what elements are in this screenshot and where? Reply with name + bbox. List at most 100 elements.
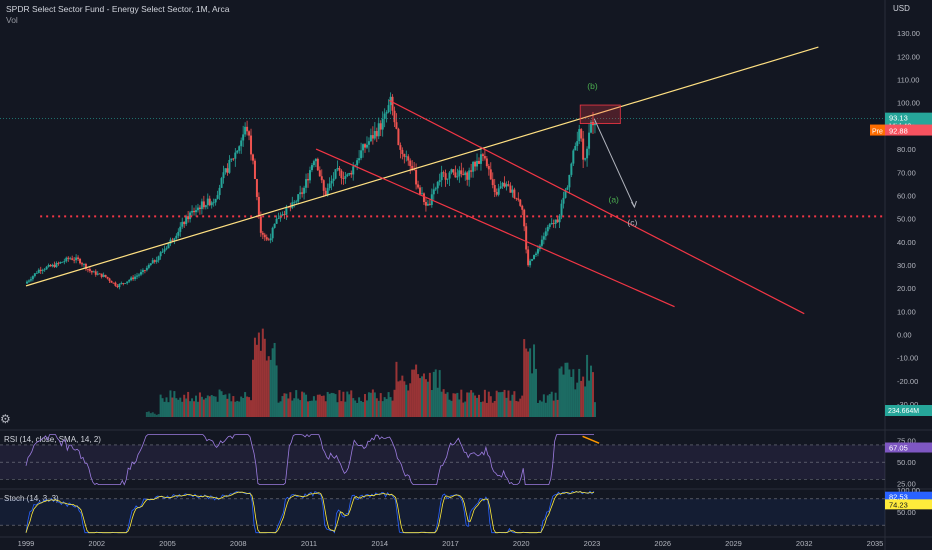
svg-text:82.53: 82.53 bbox=[889, 493, 908, 502]
stoch-d-line bbox=[25, 491, 595, 534]
volume-bar bbox=[259, 350, 262, 417]
candle bbox=[509, 185, 512, 193]
volume-bar bbox=[509, 400, 512, 417]
volume-bar bbox=[295, 390, 298, 417]
price-tick-label: 120.00 bbox=[897, 52, 920, 61]
volume-bar bbox=[481, 401, 484, 417]
volume-bar bbox=[564, 362, 567, 417]
candle bbox=[405, 156, 408, 158]
candle bbox=[570, 163, 573, 175]
candle bbox=[90, 270, 93, 273]
rsi-label[interactable]: RSI (14, close, SMA, 14, 2) bbox=[4, 435, 101, 444]
price-tick-label: 10.00 bbox=[897, 307, 916, 316]
candle bbox=[362, 144, 365, 151]
volume-bar bbox=[442, 389, 445, 417]
volume-bar bbox=[472, 392, 475, 417]
volume-bar bbox=[499, 392, 502, 417]
candle bbox=[43, 269, 46, 271]
candle bbox=[464, 172, 467, 176]
candle bbox=[505, 184, 508, 187]
volume-bar bbox=[381, 401, 384, 417]
candle bbox=[236, 150, 239, 153]
settings-icon[interactable]: ⚙ bbox=[0, 412, 11, 426]
projection-arrow bbox=[593, 118, 635, 208]
volume-bar bbox=[503, 389, 506, 417]
volume-bar bbox=[405, 384, 408, 417]
candle bbox=[55, 263, 58, 268]
candle bbox=[61, 261, 64, 263]
candle bbox=[456, 176, 459, 178]
candle bbox=[436, 181, 439, 189]
candle bbox=[308, 170, 311, 181]
volume-bar bbox=[383, 397, 386, 417]
candle bbox=[71, 258, 74, 260]
volume-bar bbox=[428, 372, 431, 417]
volume-bar bbox=[307, 401, 310, 417]
candle bbox=[285, 206, 288, 215]
volume-bar bbox=[570, 376, 573, 417]
candle bbox=[65, 257, 68, 262]
volume-bar bbox=[145, 411, 148, 417]
candle bbox=[360, 150, 363, 159]
candle bbox=[383, 113, 386, 119]
candle bbox=[403, 153, 406, 157]
volume-bar bbox=[303, 392, 306, 417]
candle bbox=[173, 238, 176, 241]
candle bbox=[216, 195, 219, 199]
candle bbox=[497, 188, 500, 195]
volume-bar bbox=[208, 396, 211, 417]
volume-bar bbox=[340, 401, 343, 417]
candle bbox=[342, 178, 345, 179]
volume-bar bbox=[578, 368, 581, 417]
volume-bar bbox=[273, 342, 276, 417]
candle bbox=[417, 184, 420, 188]
candle bbox=[415, 169, 418, 185]
volume-bar bbox=[318, 394, 321, 417]
volume-bar bbox=[360, 400, 363, 417]
volume-bar bbox=[265, 360, 268, 417]
candle bbox=[348, 172, 351, 175]
candle bbox=[161, 251, 164, 253]
candle bbox=[94, 271, 97, 275]
candle bbox=[422, 193, 425, 202]
candle bbox=[525, 226, 528, 250]
volume-bar bbox=[550, 391, 553, 417]
volume-bar bbox=[346, 391, 349, 417]
volume-bar bbox=[236, 400, 239, 417]
candle bbox=[177, 231, 180, 236]
candle bbox=[550, 222, 553, 225]
volume-bars bbox=[145, 328, 596, 417]
volume-bar bbox=[289, 392, 292, 417]
candle bbox=[297, 194, 300, 202]
volume-bar bbox=[269, 359, 272, 417]
volume-bar bbox=[305, 394, 308, 417]
candle bbox=[281, 214, 284, 216]
candle bbox=[476, 160, 479, 167]
candle bbox=[491, 179, 494, 186]
candle bbox=[303, 187, 306, 194]
candle bbox=[179, 226, 182, 232]
candle bbox=[326, 188, 329, 196]
volume-bar bbox=[593, 402, 596, 417]
candle bbox=[301, 192, 304, 194]
volume-bar bbox=[417, 374, 420, 417]
candle bbox=[96, 273, 99, 275]
volume-bar bbox=[432, 371, 435, 417]
candle bbox=[171, 239, 174, 241]
candle bbox=[503, 182, 506, 187]
candle bbox=[82, 264, 85, 265]
candle bbox=[132, 277, 135, 280]
candle bbox=[198, 207, 201, 210]
price-tick-label: 0.00 bbox=[897, 331, 912, 340]
candle bbox=[426, 203, 429, 206]
candle bbox=[251, 154, 254, 161]
candle bbox=[120, 283, 123, 284]
volume-bar bbox=[576, 382, 579, 417]
volume-bar bbox=[371, 389, 374, 417]
stoch-d-badge: 74.23 bbox=[885, 499, 932, 510]
volume-bar bbox=[279, 401, 282, 417]
candle bbox=[556, 219, 559, 223]
candle bbox=[299, 192, 302, 195]
candle bbox=[214, 198, 217, 203]
